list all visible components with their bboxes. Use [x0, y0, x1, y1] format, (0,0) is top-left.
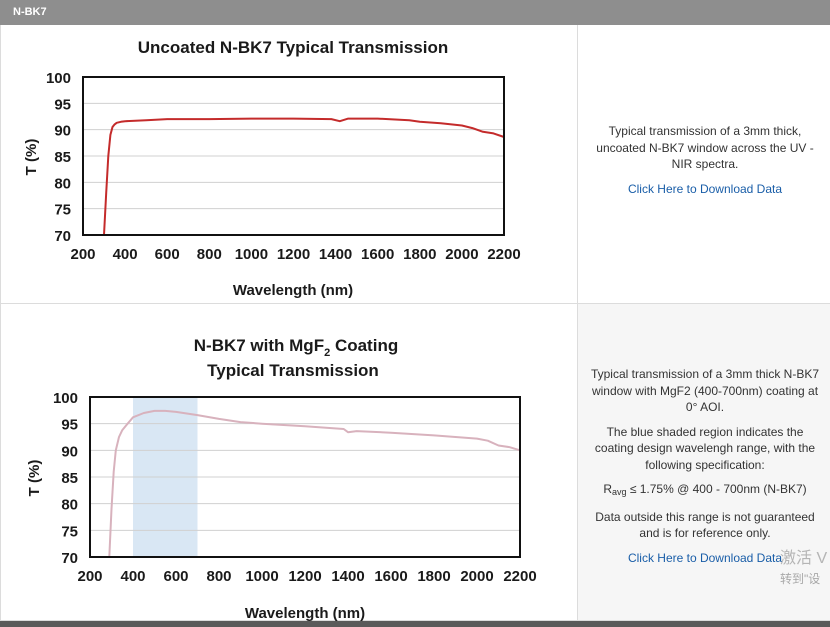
x-tick-label: 600	[155, 246, 180, 263]
description-cell: Typical transmission of a 3mm thick N-BK…	[578, 304, 830, 620]
x-tick-label: 1600	[374, 568, 407, 585]
activation-watermark: 激活 V	[780, 550, 828, 567]
x-tick-label: 1200	[277, 246, 310, 263]
y-tick-label: 95	[61, 417, 78, 434]
transmission-chart-uncoated: Uncoated N-BK7 Typical Transmission T (%…	[23, 38, 521, 299]
x-tick-label: 2000	[445, 246, 478, 263]
x-tick-label: 2000	[460, 568, 493, 585]
y-tick-label: 75	[61, 523, 78, 540]
chart-cell: N-BK7 with MgF2 Coating Typical Transmis…	[0, 304, 578, 622]
y-tick-label: 75	[54, 202, 71, 219]
coating-spec: Ravg ≤ 1.75% @ 400 - 700nm (N-BK7)	[586, 481, 824, 501]
chart-cell: Uncoated N-BK7 Typical Transmission T (%…	[0, 25, 578, 303]
x-tick-label: 200	[77, 568, 102, 585]
spec-subscript: avg	[611, 487, 627, 497]
shaded-region-note: The blue shaded region indicates the coa…	[594, 424, 816, 472]
y-axis-label: T (%)	[26, 460, 43, 497]
download-data-link[interactable]: Click Here to Download Data	[627, 181, 783, 196]
chart-title-line2: Typical Transmission	[207, 361, 379, 380]
disclaimer-text: Data outside this range is not guarantee…	[595, 509, 815, 541]
y-axis-label: T (%)	[23, 139, 40, 176]
x-tick-label: 2200	[487, 246, 520, 263]
transmission-chart-mgf2: N-BK7 with MgF2 Coating Typical Transmis…	[26, 336, 537, 622]
x-tick-label: 1800	[417, 568, 450, 585]
download-data-link[interactable]: Click Here to Download Data	[627, 550, 783, 565]
chart-title: Uncoated N-BK7 Typical Transmission	[138, 38, 448, 57]
y-tick-label: 90	[54, 123, 71, 140]
y-tick-label: 90	[61, 443, 78, 460]
description-block: Typical transmission of a 3mm thick N-BK…	[586, 366, 824, 574]
section-header: N-BK7	[0, 0, 830, 25]
x-tick-label: 1400	[319, 246, 352, 263]
y-tick-label: 85	[54, 149, 71, 166]
x-tick-label: 400	[113, 246, 138, 263]
y-tick-label: 70	[54, 228, 71, 245]
x-tick-label: 400	[120, 568, 145, 585]
x-tick-label: 1800	[403, 246, 436, 263]
x-axis-label: Wavelength (nm)	[233, 282, 353, 299]
section-title: N-BK7	[13, 6, 47, 18]
x-tick-label: 800	[197, 246, 222, 263]
x-tick-label: 1000	[235, 246, 268, 263]
chart-title-part: N-BK7 with MgF	[194, 336, 324, 355]
chart-title-part: Coating	[330, 336, 398, 355]
x-tick-label: 200	[70, 246, 95, 263]
description-cell: Typical transmission of a 3mm thick, unc…	[578, 25, 830, 303]
bottom-scroll-bar	[0, 621, 830, 627]
y-tick-label: 70	[61, 550, 78, 567]
x-tick-label: 2200	[503, 568, 536, 585]
transmission-series-line	[103, 117, 505, 236]
transmission-series-line	[108, 409, 521, 558]
y-tick-label: 80	[61, 497, 78, 514]
plot-frame	[82, 76, 505, 236]
spec-symbol: R	[603, 482, 612, 496]
activation-watermark-sub: 转到"设	[780, 572, 821, 586]
x-tick-label: 1000	[245, 568, 278, 585]
chart-title-line1: N-BK7 with MgF2 Coating	[194, 336, 398, 359]
y-tick-label: 80	[54, 175, 71, 192]
plot-frame	[89, 396, 521, 558]
x-tick-label: 1600	[361, 246, 394, 263]
description-text: Typical transmission of a 3mm thick N-BK…	[590, 367, 820, 414]
x-tick-label: 1200	[288, 568, 321, 585]
product-row-uncoated: Uncoated N-BK7 Typical Transmission T (%…	[0, 25, 830, 304]
description-block: Typical transmission of a 3mm thick, unc…	[586, 123, 824, 205]
y-tick-label: 85	[61, 470, 78, 487]
description-text: Typical transmission of a 3mm thick, unc…	[596, 124, 814, 171]
x-tick-label: 1400	[331, 568, 364, 585]
x-axis-label: Wavelength (nm)	[245, 605, 365, 621]
y-tick-label: 95	[54, 96, 71, 113]
spec-text: ≤ 1.75% @ 400 - 700nm (N-BK7)	[626, 482, 807, 496]
y-tick-label: 100	[53, 390, 78, 407]
x-tick-label: 800	[206, 568, 231, 585]
chart-title-subscript: 2	[324, 347, 330, 359]
product-row-coated: N-BK7 with MgF2 Coating Typical Transmis…	[0, 304, 830, 622]
y-tick-label: 100	[46, 70, 71, 87]
x-tick-label: 600	[163, 568, 188, 585]
